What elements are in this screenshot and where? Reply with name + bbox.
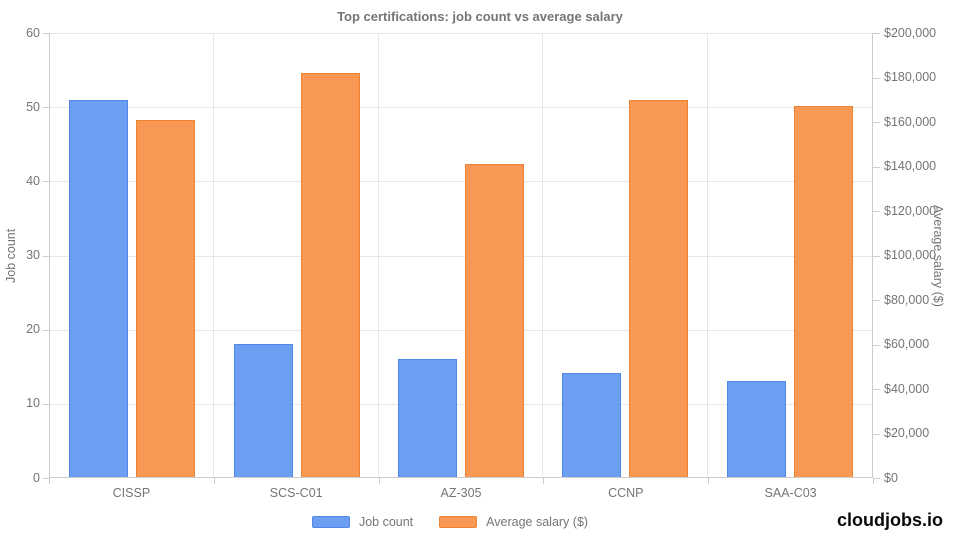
right-axis-tick-mark	[873, 300, 880, 301]
bar-average-salary-cissp[interactable]	[136, 119, 196, 477]
left-axis-tick-mark	[43, 329, 49, 331]
left-axis-tick-label: 10	[26, 396, 40, 411]
gridline-vertical	[377, 33, 379, 477]
right-axis-tick-mark	[873, 344, 880, 346]
right-axis-tick-label: $200,000	[884, 25, 937, 40]
right-axis-tick-label: $100,000	[884, 248, 937, 262]
category-label-ccnp: CCNP	[608, 486, 644, 500]
right-axis-tick-mark	[873, 389, 880, 390]
legend-label: Job count	[358, 515, 414, 529]
bar-group-cissp	[50, 33, 214, 477]
bar-average-salary-az-305[interactable]	[464, 163, 524, 477]
right-axis-tick-label: $20,000	[884, 426, 930, 440]
right-axis-tick-label: $180,000	[884, 70, 937, 84]
gridline-horizontal	[50, 181, 872, 183]
x-axis-tick-mark	[213, 478, 215, 484]
left-axis-tick-mark	[43, 33, 49, 34]
right-axis-tick-label: $60,000	[884, 337, 930, 351]
right-axis-tick-label: $0	[884, 470, 898, 485]
right-axis-tick-mark	[873, 166, 880, 168]
right-axis-tick-mark	[873, 211, 880, 212]
bar-job-count-scs-c01[interactable]	[233, 343, 293, 477]
left-axis-tick-label: 30	[26, 248, 40, 262]
bar-average-salary-scs-c01[interactable]	[300, 72, 360, 477]
plot-area	[49, 33, 873, 478]
bar-group-ccnp	[543, 33, 707, 477]
left-axis-tick-mark	[43, 107, 49, 109]
gridline-horizontal	[50, 107, 872, 109]
left-axis-tick-mark	[43, 181, 49, 183]
x-axis-tick-mark	[708, 478, 710, 484]
right-axis-tick-label: $120,000	[884, 203, 937, 218]
bar-average-salary-saa-c03[interactable]	[793, 106, 853, 477]
category-label-scs-c01: SCS-C01	[269, 486, 323, 500]
right-axis-tick-mark	[873, 433, 880, 435]
category-label-az-305: AZ-305	[440, 486, 482, 500]
gridline-horizontal	[50, 33, 872, 34]
bar-group-scs-c01	[214, 33, 378, 477]
x-axis-tick-mark	[49, 478, 50, 484]
left-axis-tick-mark	[43, 255, 49, 257]
x-axis-tick-mark	[378, 478, 380, 484]
right-axis-tick-mark	[873, 33, 880, 34]
left-axis-tick-label: 0	[33, 470, 40, 485]
left-axis-tick-label: 40	[26, 173, 40, 188]
right-axis-tick-label: $40,000	[884, 381, 930, 396]
right-axis-tick-label: $80,000	[884, 292, 930, 307]
legend-item-average-salary[interactable]: Average salary ($)	[439, 515, 588, 529]
gridline-horizontal	[50, 329, 872, 331]
brand-watermark: cloudjobs.io	[837, 510, 943, 530]
bar-group-saa-c03	[708, 33, 872, 477]
gridline-vertical	[213, 33, 215, 477]
bar-average-salary-ccnp[interactable]	[629, 99, 689, 477]
x-axis-tick-mark	[873, 478, 874, 484]
legend-item-job-count[interactable]: Job count	[311, 515, 414, 529]
bar-job-count-cissp[interactable]	[69, 99, 129, 477]
category-label-cissp: CISSP	[112, 486, 151, 500]
chart-title: Top certifications: job count vs average…	[337, 9, 623, 24]
gridline-vertical	[706, 33, 708, 477]
right-axis-tick-mark	[873, 478, 880, 479]
left-axis-tick-mark	[43, 403, 49, 405]
gridline-horizontal	[50, 255, 872, 257]
bar-job-count-ccnp[interactable]	[562, 373, 622, 477]
left-axis-tick-label: 60	[26, 25, 40, 40]
left-axis-tick-label: 20	[26, 322, 40, 337]
right-axis-tick-label: $140,000	[884, 159, 937, 173]
category-label-saa-c03: SAA-C03	[764, 486, 817, 500]
right-axis-tick-mark	[873, 77, 880, 79]
x-axis-tick-mark	[543, 478, 545, 484]
right-axis-tick-label: $160,000	[884, 114, 937, 129]
right-axis-tick-mark	[873, 122, 880, 123]
legend: Job count Average salary ($)	[0, 515, 900, 529]
bar-group-az-305	[379, 33, 543, 477]
left-axis-tick-mark	[43, 478, 49, 479]
left-axis-tick-label: 50	[26, 99, 40, 114]
gridline-horizontal	[50, 403, 872, 405]
right-axis-tick-mark	[873, 255, 880, 257]
legend-label: Average salary ($)	[486, 515, 589, 529]
legend-swatch	[311, 516, 350, 528]
gridline-vertical	[542, 33, 544, 477]
bar-job-count-az-305[interactable]	[397, 358, 457, 477]
right-axis-title: Average salary ($)	[931, 204, 945, 307]
legend-swatch	[439, 516, 478, 528]
bar-job-count-saa-c03[interactable]	[726, 380, 786, 477]
